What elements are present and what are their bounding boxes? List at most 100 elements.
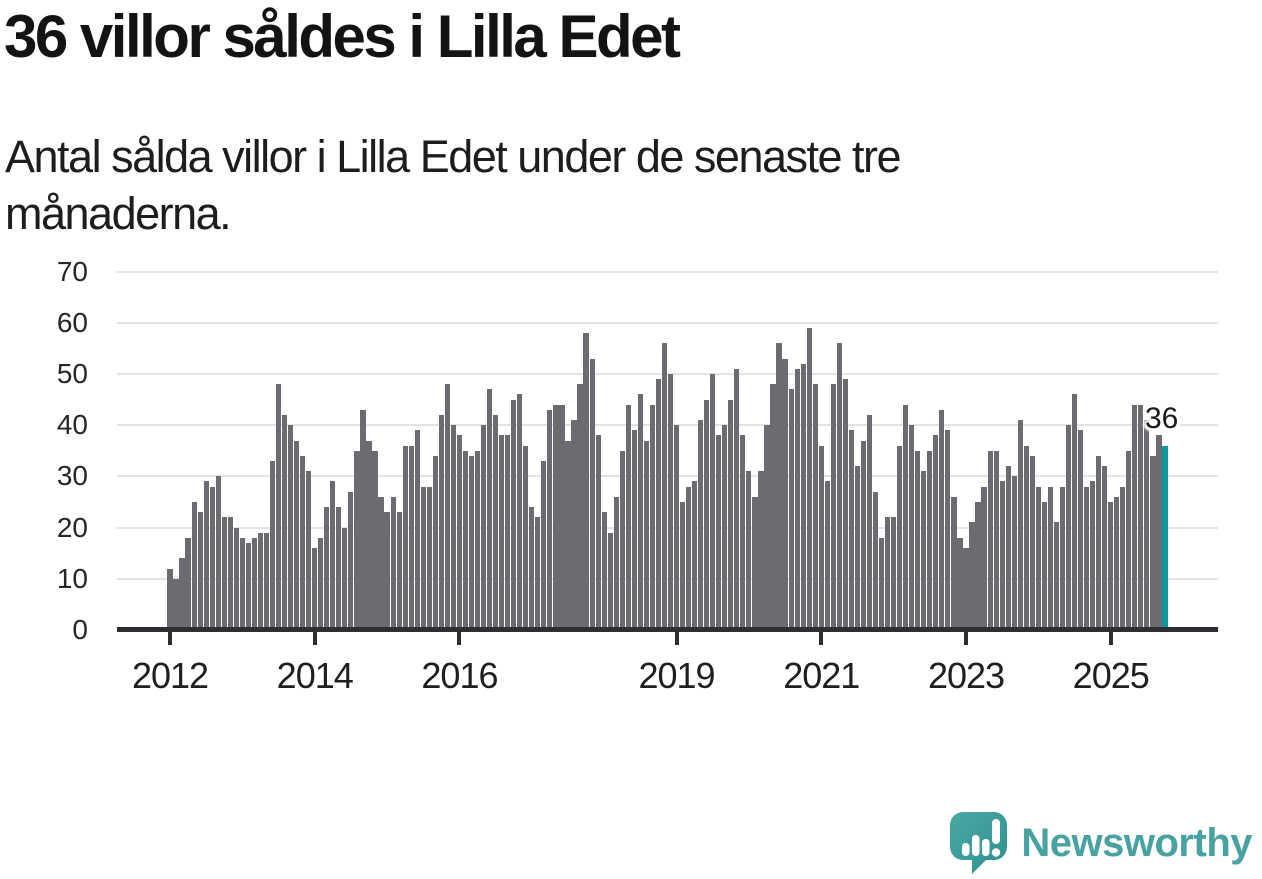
bar [209, 486, 215, 630]
bar [770, 384, 776, 630]
bar [764, 425, 770, 630]
bar [294, 440, 300, 630]
bar [269, 460, 276, 630]
x-axis-tick-label: 2014 [276, 655, 354, 696]
bar [1096, 455, 1102, 630]
y-axis-tick-label: 50 [56, 357, 88, 389]
y-axis-tick-label: 40 [56, 409, 88, 441]
bar [740, 435, 746, 630]
bar [245, 542, 251, 630]
bar [1035, 486, 1041, 630]
bar [1017, 420, 1023, 630]
bar [221, 517, 227, 630]
bar [692, 481, 698, 630]
x-axis-tick [1108, 632, 1113, 645]
bar [529, 507, 535, 630]
bar [474, 450, 481, 630]
bar [505, 435, 511, 630]
bar [698, 420, 704, 630]
bar [963, 548, 969, 630]
gridline [117, 372, 1218, 375]
bar [915, 450, 921, 630]
bar [631, 430, 637, 630]
bar [414, 430, 420, 630]
bar [782, 358, 788, 630]
bar [607, 532, 613, 630]
bar [993, 450, 999, 630]
bar [842, 379, 848, 630]
bar [372, 450, 378, 630]
bar [366, 440, 372, 630]
bar [547, 409, 553, 630]
gridline [117, 526, 1218, 529]
bar [384, 512, 390, 630]
gridline [117, 424, 1218, 427]
bar [788, 389, 794, 630]
bar [854, 466, 861, 630]
bar [885, 517, 891, 630]
bar [945, 430, 951, 630]
bar [185, 537, 191, 630]
bar [450, 425, 456, 630]
x-axis-tick [674, 632, 679, 645]
bar [342, 527, 348, 630]
bar [939, 409, 945, 630]
bar [848, 430, 854, 630]
bar [499, 435, 505, 630]
bar [752, 496, 758, 630]
bar [197, 512, 203, 630]
x-axis-tick-label: 2019 [638, 655, 715, 696]
bar [456, 435, 463, 630]
bar [1144, 420, 1150, 630]
bar [951, 496, 957, 630]
bar [233, 527, 239, 630]
bar [239, 537, 245, 630]
bar [957, 537, 963, 630]
x-axis-line [117, 627, 1218, 632]
bar [999, 481, 1005, 630]
bar [981, 486, 987, 630]
bar [1126, 450, 1132, 630]
newsworthy-logo-text: Newsworthy [1021, 820, 1252, 865]
bar [878, 537, 885, 630]
bar [800, 363, 806, 630]
bar [824, 481, 830, 630]
bar [523, 445, 529, 630]
bar [909, 425, 915, 630]
highlighted-current-bar [1162, 445, 1168, 630]
bar [921, 471, 927, 630]
bar [643, 440, 649, 630]
bar [836, 343, 842, 630]
bar [794, 368, 800, 630]
newsworthy-logo: Newsworthy [950, 812, 1252, 874]
bar [734, 368, 740, 630]
bar [1071, 394, 1078, 630]
bar [360, 409, 366, 630]
bar [1053, 522, 1060, 630]
bar [975, 501, 981, 630]
gridline [117, 270, 1218, 273]
x-axis-tick [168, 632, 172, 645]
bar [673, 425, 680, 630]
bar [408, 445, 414, 630]
x-axis-tick [457, 632, 462, 645]
bar [1041, 501, 1047, 630]
bar [746, 471, 752, 630]
x-axis-tick [963, 632, 968, 645]
bar [872, 491, 879, 630]
bar [402, 445, 408, 630]
bar [891, 517, 897, 630]
bar [1077, 430, 1084, 630]
bar [179, 558, 185, 630]
bar [667, 373, 674, 630]
subtitle-line-2: månaderna. [5, 188, 232, 239]
bar [227, 517, 233, 630]
chart-subtitle: Antal sålda villor i Lilla Edet under de… [5, 128, 902, 242]
x-axis-tick [819, 632, 824, 645]
y-axis-tick-label: 0 [72, 614, 88, 645]
bar [1138, 404, 1144, 630]
bar [686, 486, 692, 630]
bar [468, 455, 475, 630]
bar [577, 384, 583, 630]
